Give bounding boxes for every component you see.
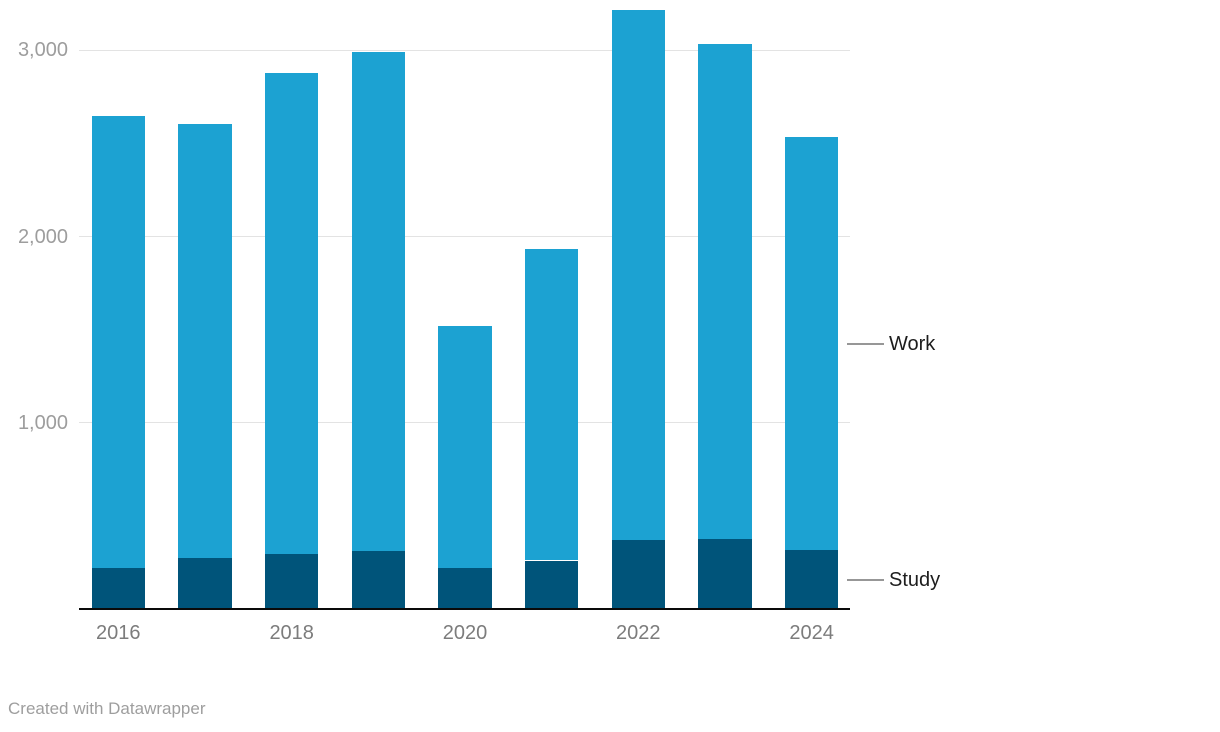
bar-2016-study[interactable] [91,568,145,609]
x-axis-line [79,608,850,610]
x-tick-label-2018: 2018 [269,622,314,644]
gridline-3000 [79,49,850,51]
bar-2023-study[interactable] [698,539,752,609]
bar-2024-study[interactable] [785,550,839,609]
y-tick-label-1000: 1,000 [17,411,68,434]
bar-2021-study[interactable] [525,560,579,609]
legend-label-study: Study [889,568,941,591]
bar-2022-work[interactable] [611,10,665,540]
bar-2018-study[interactable] [265,554,319,609]
bar-2024-work[interactable] [785,136,839,551]
legend-tick-line-study [847,578,884,581]
bar-2020-study[interactable] [438,568,492,609]
x-tick-label-2022: 2022 [616,622,661,644]
bar-2023-work[interactable] [698,43,752,540]
bar-2017-work[interactable] [178,123,232,558]
datawrapper-credit-link[interactable]: Created with Datawrapper [8,699,206,718]
bar-2022-study[interactable] [611,540,665,609]
legend-tick-line-work [847,342,884,345]
legend-item-work: Work [847,332,935,356]
bar-2021-work[interactable] [525,248,579,561]
bar-2020-work[interactable] [438,325,492,568]
bar-2018-work[interactable] [265,72,319,554]
bar-2016-work[interactable] [91,115,145,569]
x-tick-label-2024: 2024 [789,622,834,644]
bar-2019-study[interactable] [351,551,405,609]
x-tick-label-2020: 2020 [442,622,488,644]
y-tick-label-3000: 3,000 [17,39,68,62]
x-tick-label-2016: 2016 [96,622,141,644]
bar-2019-work[interactable] [351,52,405,552]
legend-item-study: Study [847,568,940,592]
bar-2017-study[interactable] [178,557,232,609]
legend-label-work: Work [889,332,936,355]
y-tick-label-2000: 2,000 [17,225,68,248]
gridline-2000 [79,236,850,237]
